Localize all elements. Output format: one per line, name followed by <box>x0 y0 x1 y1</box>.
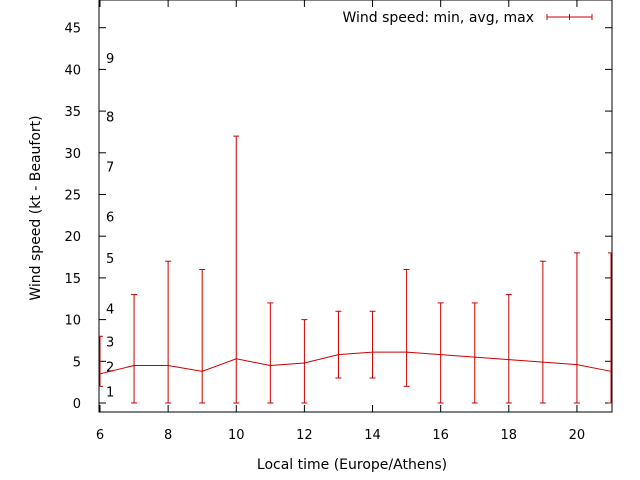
avg-point <box>235 357 238 360</box>
avg-point <box>133 364 135 367</box>
x-tick-label: 10 <box>228 428 245 443</box>
x-tick-label: 8 <box>164 428 172 443</box>
y-tick-label: 45 <box>64 22 81 37</box>
beaufort-label: 3 <box>106 336 114 351</box>
legend: Wind speed: min, avg, max <box>342 10 593 26</box>
avg-point <box>508 358 510 361</box>
avg-point <box>371 351 374 353</box>
beaufort-label: 8 <box>106 110 114 125</box>
beaufort-label: 7 <box>106 160 114 175</box>
x-axis-title: Local time (Europe/Athens) <box>257 457 447 473</box>
avg-point <box>473 356 476 358</box>
legend-sample-errorbar <box>546 14 593 20</box>
beaufort-label: 5 <box>106 252 114 267</box>
x-tick-label: 16 <box>432 428 449 443</box>
avg-line <box>99 351 612 375</box>
plot-frame <box>98 0 613 413</box>
series-layer <box>99 135 612 404</box>
avg-point <box>439 353 442 356</box>
beaufort-label: 4 <box>106 302 114 317</box>
beaufort-label: 9 <box>106 52 114 67</box>
avg-point <box>201 370 203 373</box>
x-tick-label: 6 <box>96 428 104 443</box>
y-tick-label: 30 <box>64 147 81 162</box>
y-tick-label: 20 <box>64 230 81 245</box>
y-axis-title: Wind speed (kt - Beaufort) <box>28 115 44 300</box>
y-tick-label: 10 <box>64 314 81 329</box>
x-tick-label: 20 <box>569 428 586 443</box>
y-tick-label: 0 <box>73 397 81 412</box>
avg-point <box>167 364 169 367</box>
x-axis-ticks: 6 8 10 12 14 16 18 20 <box>96 0 585 443</box>
x-tick-label: 18 <box>501 428 518 443</box>
avg-point <box>337 353 340 356</box>
y-tick-label: 25 <box>64 189 81 204</box>
y-tick-label: 5 <box>73 355 81 370</box>
avg-point <box>576 363 578 366</box>
x-tick-label: 12 <box>296 428 313 443</box>
beaufort-label: 2 <box>106 361 114 376</box>
x-tick-label: 14 <box>364 428 381 443</box>
beaufort-label: 6 <box>106 211 114 226</box>
avg-point <box>99 373 101 375</box>
avg-point <box>303 362 306 364</box>
avg-point <box>610 370 612 373</box>
y-tick-label: 35 <box>64 105 81 120</box>
beaufort-scale-labels: 1 2 3 4 5 6 7 8 9 <box>106 52 114 401</box>
avg-point <box>542 361 544 363</box>
avg-point <box>405 351 408 353</box>
legend-label: Wind speed: min, avg, max <box>342 10 534 26</box>
beaufort-label: 1 <box>106 386 114 401</box>
avg-point <box>269 364 272 367</box>
y-tick-label: 40 <box>64 63 81 78</box>
y-tick-label: 15 <box>64 272 81 287</box>
